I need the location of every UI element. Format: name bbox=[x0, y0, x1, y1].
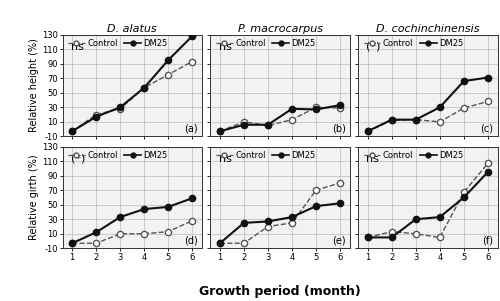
Legend: Control, DM25: Control, DM25 bbox=[364, 39, 464, 48]
Y-axis label: Relative height (%): Relative height (%) bbox=[29, 39, 39, 132]
Text: ns: ns bbox=[366, 154, 380, 164]
Text: (c): (c) bbox=[480, 123, 494, 133]
Text: (d): (d) bbox=[184, 235, 198, 245]
Text: (b): (b) bbox=[332, 123, 345, 133]
Text: (*): (*) bbox=[366, 42, 381, 52]
Title: D. alatus: D. alatus bbox=[108, 24, 157, 34]
Text: (*): (*) bbox=[71, 154, 85, 164]
Legend: Control, DM25: Control, DM25 bbox=[216, 151, 316, 160]
Text: Growth period (month): Growth period (month) bbox=[199, 285, 361, 298]
Legend: Control, DM25: Control, DM25 bbox=[364, 151, 464, 160]
Text: (a): (a) bbox=[184, 123, 198, 133]
Text: ns: ns bbox=[218, 42, 232, 52]
Legend: Control, DM25: Control, DM25 bbox=[68, 151, 168, 160]
Title: P. macrocarpus: P. macrocarpus bbox=[238, 24, 322, 34]
Text: (f): (f) bbox=[482, 235, 494, 245]
Text: (e): (e) bbox=[332, 235, 345, 245]
Text: ns: ns bbox=[218, 154, 232, 164]
Y-axis label: Relative girth (%): Relative girth (%) bbox=[29, 155, 39, 240]
Legend: Control, DM25: Control, DM25 bbox=[68, 39, 168, 48]
Text: ns: ns bbox=[71, 42, 84, 52]
Legend: Control, DM25: Control, DM25 bbox=[216, 39, 316, 48]
Title: D. cochinchinensis: D. cochinchinensis bbox=[376, 24, 480, 34]
